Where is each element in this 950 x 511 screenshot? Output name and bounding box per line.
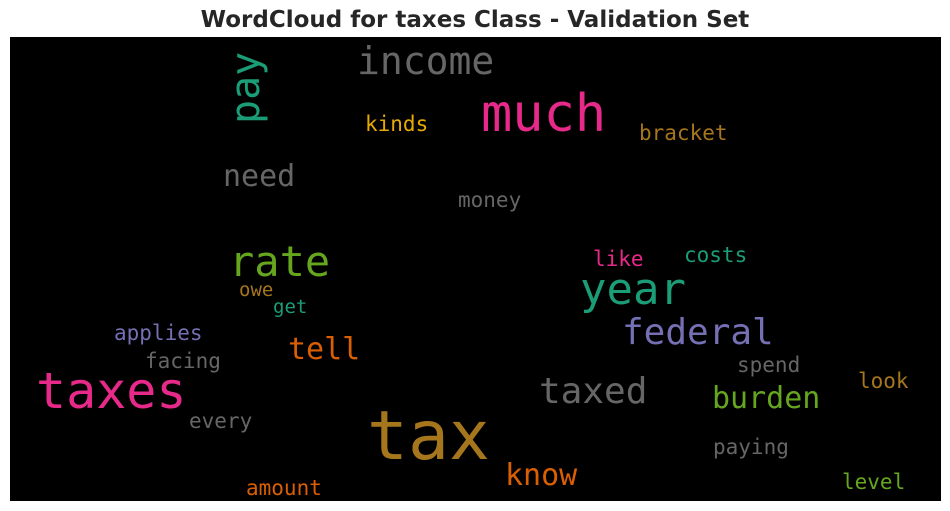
word-level: level [842, 470, 905, 494]
word-facing: facing [145, 349, 221, 373]
word-bracket: bracket [639, 121, 728, 145]
word-applies: applies [114, 321, 203, 345]
word-money: money [458, 188, 521, 212]
word-much: much [481, 84, 606, 144]
word-like: like [593, 247, 644, 271]
word-taxes: taxes [36, 362, 187, 420]
word-kinds: kinds [365, 112, 428, 136]
word-income: income [357, 39, 494, 83]
chart-title: WordCloud for taxes Class - Validation S… [200, 7, 750, 33]
word-amount: amount [246, 476, 322, 500]
word-tell: tell [288, 332, 360, 367]
word-burden: burden [712, 381, 820, 416]
word-federal: federal [622, 312, 774, 353]
word-rate: rate [229, 237, 330, 286]
word-taxed: taxed [539, 371, 647, 412]
word-spend: spend [737, 353, 800, 377]
word-look: look [858, 369, 909, 393]
wordcloud-canvas: tax taxes much year rate income federal taxed pa… [10, 37, 941, 501]
wordcloud-svg: tax taxes much year rate income federal taxed pa… [36, 39, 909, 500]
word-need: need [223, 159, 295, 194]
word-tax: tax [367, 397, 490, 476]
word-pay: pay [223, 52, 269, 124]
word-know: know [505, 458, 578, 493]
word-costs: costs [684, 243, 747, 267]
word-year: year [580, 264, 686, 315]
word-paying: paying [713, 435, 789, 459]
word-every: every [189, 409, 252, 433]
word-owe: owe [239, 279, 273, 301]
word-get: get [273, 296, 307, 318]
